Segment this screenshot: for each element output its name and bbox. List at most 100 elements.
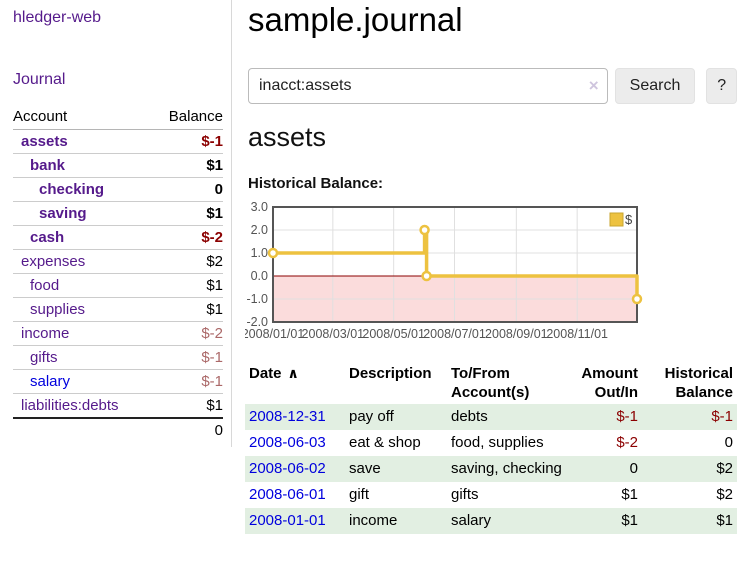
svg-text:2008/03/01: 2008/03/01 bbox=[302, 327, 365, 341]
account-link-checking[interactable]: checking bbox=[39, 181, 105, 198]
brand-link[interactable]: hledger-web bbox=[13, 9, 102, 26]
historical-balance-chart: 3.0 2.0 1.0 0.0 -1.0 -2.02008/01/012008/03/01… bbox=[245, 200, 643, 341]
account-balance: $-1 bbox=[151, 129, 223, 154]
sort-ascending-icon: ∧ bbox=[287, 365, 299, 381]
svg-text:2.0: 2.0 bbox=[251, 223, 268, 237]
sidebar-item-journal[interactable]: Journal bbox=[13, 71, 66, 88]
account-row-checking: checking 0 bbox=[13, 177, 223, 202]
transaction-balance: $-1 bbox=[711, 408, 733, 425]
register-row: 2008-01-01 income salary $1 $1 bbox=[245, 508, 737, 534]
account-balance: 0 bbox=[151, 177, 223, 202]
account-balance: $1 bbox=[151, 393, 223, 419]
accounts-total-row: 0 bbox=[13, 418, 223, 442]
account-link-liabilities-debts[interactable]: liabilities:debts bbox=[21, 397, 119, 414]
account-link-bank[interactable]: bank bbox=[30, 157, 66, 174]
register-table: Date ∧ Description To/From Account(s) Amo… bbox=[245, 362, 737, 534]
transaction-balance: 0 bbox=[724, 434, 733, 451]
amount-column-header: Amount Out/In bbox=[581, 365, 638, 401]
svg-text:2008/11/01: 2008/11/01 bbox=[546, 327, 608, 341]
register-row: 2008-12-31 pay off debts $-1 $-1 bbox=[245, 404, 737, 430]
accounts-total-value: 0 bbox=[214, 422, 223, 439]
search-button[interactable]: Search bbox=[614, 68, 696, 104]
balance-column-header: Historical Balance bbox=[664, 365, 733, 401]
account-link-income[interactable]: income bbox=[21, 325, 70, 342]
accounts-table: Account Balance assets $-1 bank $1 check… bbox=[13, 106, 223, 442]
svg-text:2008/05/01: 2008/05/01 bbox=[362, 327, 425, 341]
account-row-gifts: gifts $-1 bbox=[13, 345, 223, 370]
account-link-cash[interactable]: cash bbox=[30, 229, 65, 246]
transaction-description: income bbox=[349, 512, 398, 529]
balance-column-header: Balance bbox=[151, 106, 223, 130]
transaction-accounts: saving, checking bbox=[451, 460, 562, 477]
transaction-description: gift bbox=[349, 486, 370, 503]
transaction-date-link[interactable]: 2008-12-31 bbox=[249, 408, 326, 425]
svg-text:2008/07/01: 2008/07/01 bbox=[423, 327, 486, 341]
chart-title: Historical Balance: bbox=[248, 175, 384, 192]
account-balance: $-2 bbox=[151, 321, 223, 346]
account-link-salary[interactable]: salary bbox=[30, 373, 71, 390]
accounts-table-header: Account Balance bbox=[13, 106, 223, 130]
svg-text:2008/09/01: 2008/09/01 bbox=[485, 327, 548, 341]
account-balance: $1 bbox=[151, 201, 223, 226]
svg-text:2008/01/01: 2008/01/01 bbox=[245, 327, 304, 341]
account-balance: $-1 bbox=[151, 345, 223, 370]
transaction-balance: $1 bbox=[716, 512, 733, 529]
date-column-header[interactable]: Date ∧ bbox=[249, 365, 299, 382]
svg-text:-2.0: -2.0 bbox=[246, 315, 268, 329]
transaction-balance: $2 bbox=[716, 460, 733, 477]
register-row: 2008-06-02 save saving, checking 0 $2 bbox=[245, 456, 737, 482]
account-row-liabilities-debts: liabilities:debts $1 bbox=[13, 393, 223, 419]
svg-text:1.0: 1.0 bbox=[251, 246, 268, 260]
account-link-supplies[interactable]: supplies bbox=[30, 301, 86, 318]
account-link-food[interactable]: food bbox=[30, 277, 60, 294]
transaction-date-link[interactable]: 2008-06-02 bbox=[249, 460, 326, 477]
transaction-balance: $2 bbox=[716, 486, 733, 503]
register-row: 2008-06-01 gift gifts $1 $2 bbox=[245, 482, 737, 508]
transaction-description: pay off bbox=[349, 408, 394, 425]
search-help-button[interactable]: ? bbox=[706, 68, 737, 104]
transaction-date-link[interactable]: 2008-01-01 bbox=[249, 512, 326, 529]
transaction-accounts: food, supplies bbox=[451, 434, 544, 451]
account-link-assets[interactable]: assets bbox=[21, 133, 68, 150]
account-row-supplies: supplies $1 bbox=[13, 297, 223, 322]
svg-text:0.0: 0.0 bbox=[251, 269, 268, 283]
search-input[interactable] bbox=[248, 68, 608, 104]
clear-search-icon[interactable]: × bbox=[588, 76, 599, 95]
account-balance: $1 bbox=[151, 297, 223, 322]
account-balance: $1 bbox=[151, 153, 223, 178]
transaction-accounts: gifts bbox=[451, 486, 479, 503]
transaction-amount: $1 bbox=[621, 512, 638, 529]
account-column-header: Account bbox=[13, 106, 152, 130]
legend-swatch bbox=[609, 212, 624, 227]
transaction-description: eat & shop bbox=[349, 434, 421, 451]
svg-text:3.0: 3.0 bbox=[251, 200, 268, 214]
account-link-gifts[interactable]: gifts bbox=[30, 349, 58, 366]
account-row-saving: saving $1 bbox=[13, 201, 223, 226]
register-row: 2008-06-03 eat & shop food, supplies $-2… bbox=[245, 430, 737, 456]
account-row-assets: assets $-1 bbox=[13, 129, 223, 154]
transaction-amount: $1 bbox=[621, 486, 638, 503]
transaction-amount: 0 bbox=[629, 460, 638, 477]
transaction-accounts: salary bbox=[451, 512, 492, 529]
transaction-date-link[interactable]: 2008-06-03 bbox=[249, 434, 326, 451]
svg-text:-1.0: -1.0 bbox=[246, 292, 268, 306]
account-row-cash: cash $-2 bbox=[13, 225, 223, 250]
transaction-amount: $-2 bbox=[616, 434, 638, 451]
legend-label: $ bbox=[625, 212, 633, 227]
account-balance: $-2 bbox=[151, 225, 223, 250]
account-row-income: income $-2 bbox=[13, 321, 223, 346]
transaction-accounts: debts bbox=[451, 408, 488, 425]
main-content: sample.journal × Search ? assets Histori… bbox=[245, 0, 742, 582]
page-title: sample.journal bbox=[248, 1, 463, 38]
account-row-bank: bank $1 bbox=[13, 153, 223, 178]
account-link-saving[interactable]: saving bbox=[39, 205, 87, 222]
transaction-description: save bbox=[349, 460, 381, 477]
transaction-date-link[interactable]: 2008-06-01 bbox=[249, 486, 326, 503]
search-form: × Search ? bbox=[248, 68, 737, 104]
account-row-expenses: expenses $2 bbox=[13, 249, 223, 274]
description-column-header: Description bbox=[349, 365, 432, 382]
account-balance: $-1 bbox=[151, 369, 223, 394]
account-link-expenses[interactable]: expenses bbox=[21, 253, 86, 270]
register-header-row: Date ∧ Description To/From Account(s) Amo… bbox=[245, 362, 737, 404]
